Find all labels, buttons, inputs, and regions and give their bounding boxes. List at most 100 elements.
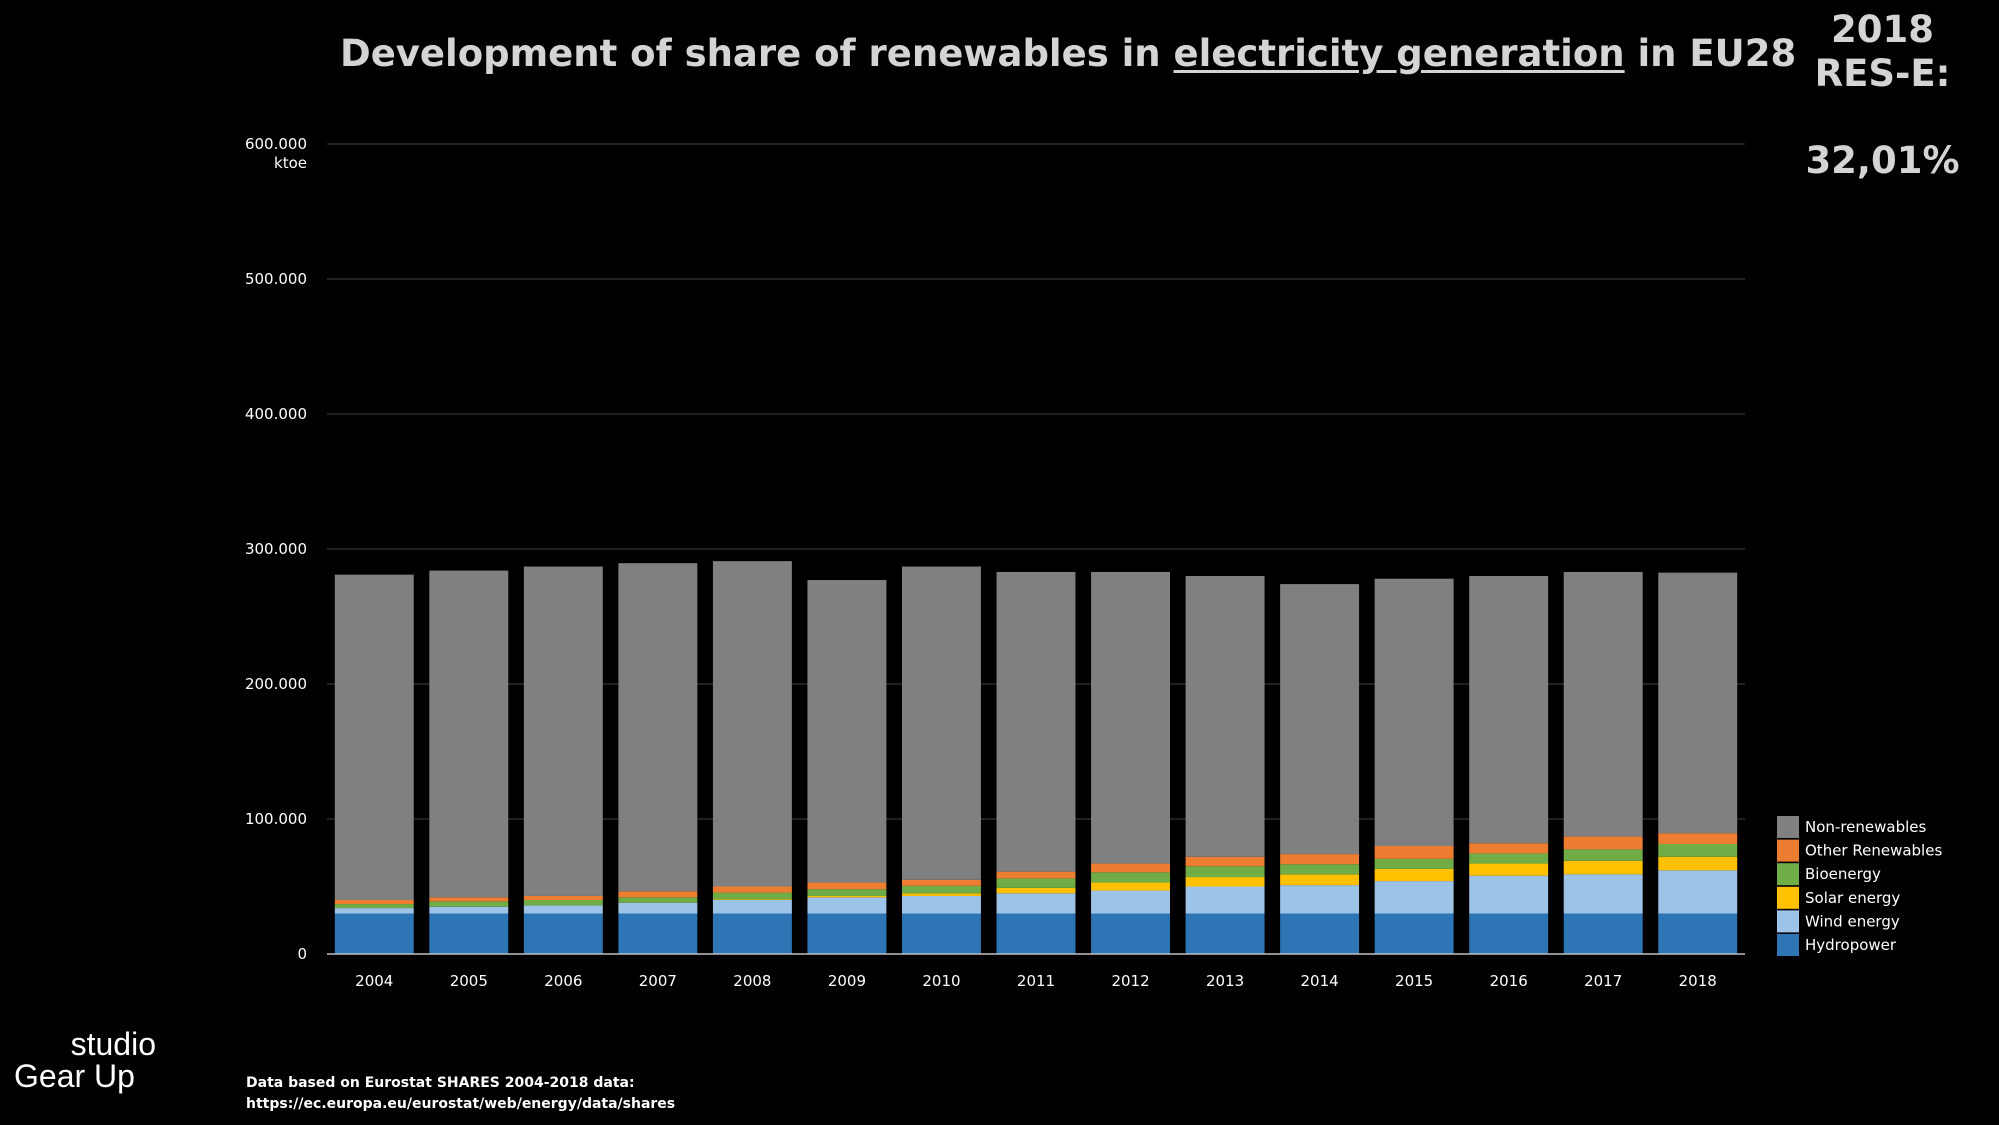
bar-segment-hydropower (996, 913, 1076, 954)
bar-segment-solar-energy (712, 899, 792, 900)
studio-gear-up-logo: studio Gear Up (14, 1028, 156, 1092)
bar-stack-2016 (1469, 576, 1549, 954)
bar-stack-2009 (807, 580, 887, 954)
legend-label: Bioenergy (1805, 865, 1881, 883)
bar-segment-hydropower (618, 913, 698, 954)
bar-segment-non-renewables (618, 563, 698, 892)
bar-segment-non-renewables (996, 571, 1076, 872)
bar-segment-wind-energy (1091, 890, 1171, 914)
bar-segment-non-renewables (712, 561, 792, 887)
bar-segment-wind-energy (1185, 886, 1265, 914)
bar-segment-wind-energy (618, 902, 698, 914)
x-tick-label: 2004 (355, 972, 393, 990)
bar-segment-non-renewables (1469, 576, 1549, 844)
bar-segment-hydropower (807, 913, 887, 954)
bar-segment-other-renewables (429, 897, 509, 902)
bar-stack-2015 (1374, 578, 1454, 954)
bar-segment-bioenergy (618, 897, 698, 903)
source-link[interactable]: https://ec.europa.eu/eurostat/web/energy… (246, 1096, 676, 1112)
bar-segment-bioenergy (334, 904, 414, 909)
legend-label: Non-renewables (1805, 818, 1926, 836)
bar-series (334, 561, 1738, 954)
bar-stack-2014 (1280, 584, 1360, 954)
bar-stack-2004 (334, 574, 414, 954)
bar-segment-bioenergy (1280, 864, 1360, 875)
y-tick-label: 400.000 (245, 405, 307, 423)
bar-segment-non-renewables (429, 570, 509, 898)
bar-segment-bioenergy (901, 885, 981, 894)
bar-segment-hydropower (334, 913, 414, 954)
source-line-1: Data based on Eurostat SHARES 2004-2018 … (246, 1075, 635, 1091)
bar-stack-2017 (1563, 571, 1643, 954)
bar-segment-wind-energy (1280, 885, 1360, 914)
bar-segment-non-renewables (1563, 571, 1643, 837)
bar-segment-bioenergy (1091, 872, 1171, 883)
y-tick-label: 300.000 (245, 540, 307, 558)
x-tick-label: 2011 (1017, 972, 1055, 990)
bar-segment-solar-energy (1091, 882, 1171, 891)
bar-segment-other-renewables (901, 879, 981, 886)
res-e-summary: 2018 RES-E: 32,01% (1780, 8, 1985, 183)
legend-swatch (1777, 863, 1799, 886)
y-tick-label: 0 (297, 945, 307, 963)
data-source-note: Data based on Eurostat SHARES 2004-2018 … (246, 1073, 675, 1115)
x-tick-label: 2012 (1111, 972, 1149, 990)
bar-segment-other-renewables (1563, 836, 1643, 850)
legend: Non-renewables Other Renewables Bioenergy S… (1777, 816, 1942, 956)
bar-segment-solar-energy (1374, 868, 1454, 882)
bar-segment-solar-energy (1469, 863, 1549, 876)
chart-title-part1: Development of share of renewables in (340, 32, 1174, 75)
bar-stack-2006 (523, 566, 603, 954)
bar-segment-solar-energy (901, 893, 981, 896)
bar-stack-2010 (901, 566, 981, 954)
bar-segment-bioenergy (712, 892, 792, 900)
x-tick-label: 2016 (1490, 972, 1528, 990)
bar-segment-bioenergy (1563, 849, 1643, 861)
bar-segment-wind-energy (523, 905, 603, 914)
bar-segment-solar-energy (1185, 877, 1265, 887)
bar-segment-other-renewables (712, 886, 792, 893)
bar-stack-2011 (996, 571, 1076, 954)
bar-segment-hydropower (523, 913, 603, 954)
bar-segment-bioenergy (1374, 858, 1454, 869)
bar-segment-solar-energy (807, 895, 887, 898)
bar-segment-wind-energy (996, 893, 1076, 914)
bar-stack-2018 (1658, 572, 1738, 954)
bar-stack-2007 (618, 563, 698, 954)
legend-swatch (1777, 910, 1799, 933)
bar-stack-2013 (1185, 576, 1265, 954)
bar-segment-non-renewables (334, 574, 414, 900)
y-tick-label: 100.000 (245, 810, 307, 828)
res-e-label: RES-E: (1814, 52, 1951, 95)
bar-segment-bioenergy (523, 900, 603, 906)
bar-segment-hydropower (712, 913, 792, 954)
x-tick-label: 2009 (828, 972, 866, 990)
bar-segment-solar-energy (1658, 856, 1738, 871)
bar-segment-hydropower (1469, 913, 1549, 954)
bar-segment-hydropower (1563, 913, 1643, 954)
bar-segment-non-renewables (807, 580, 887, 883)
legend-swatch (1777, 816, 1799, 838)
x-tick-label: 2006 (544, 972, 582, 990)
chart-title-part2: in EU28 (1624, 32, 1797, 75)
bar-segment-hydropower (429, 913, 509, 954)
bar-segment-hydropower (1185, 913, 1265, 954)
bar-segment-hydropower (1658, 913, 1738, 954)
legend-label: Solar energy (1805, 889, 1900, 907)
bar-segment-wind-energy (1374, 881, 1454, 914)
bar-segment-wind-energy (712, 900, 792, 914)
legend-swatch (1777, 934, 1799, 956)
bar-segment-other-renewables (996, 871, 1076, 879)
bar-segment-wind-energy (1469, 875, 1549, 914)
x-tick-label: 2013 (1206, 972, 1244, 990)
bar-segment-hydropower (1374, 913, 1454, 954)
bar-segment-wind-energy (1658, 870, 1738, 914)
bar-segment-bioenergy (1469, 853, 1549, 864)
bar-segment-other-renewables (1374, 846, 1454, 859)
chart-title: Development of share of renewables in el… (340, 32, 1796, 75)
bar-segment-non-renewables (523, 566, 603, 896)
x-tick-label: 2005 (450, 972, 488, 990)
x-tick-label: 2014 (1301, 972, 1339, 990)
y-axis-unit-label: ktoe (274, 154, 307, 172)
